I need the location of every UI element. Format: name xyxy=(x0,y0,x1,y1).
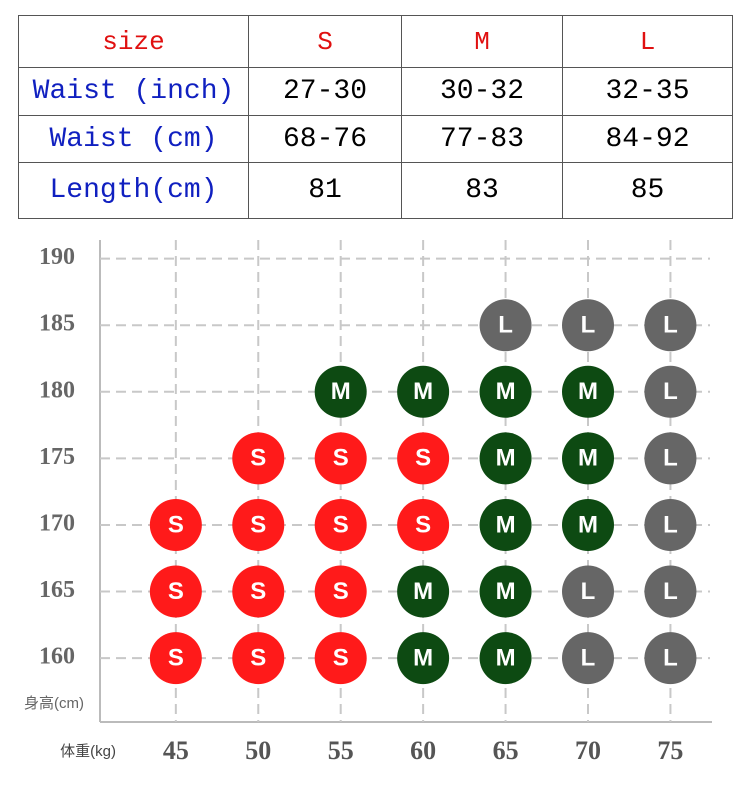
x-tick-label: 55 xyxy=(328,736,354,765)
point-label: L xyxy=(663,578,678,605)
y-tick-label: 170 xyxy=(39,510,75,536)
cell: 84-92 xyxy=(562,115,733,163)
point-label: L xyxy=(663,644,678,671)
point-label: S xyxy=(415,445,431,472)
point xyxy=(314,632,367,685)
header-cell: size xyxy=(18,15,249,68)
point xyxy=(644,565,697,618)
x-tick-label: 70 xyxy=(575,736,601,765)
y-axis-label: 身高(cm) xyxy=(24,695,84,712)
point xyxy=(397,565,450,618)
point-label: S xyxy=(333,511,349,538)
point-label: M xyxy=(578,511,598,538)
row-label: Waist (cm) xyxy=(18,115,249,163)
point xyxy=(644,632,697,685)
x-axis-label: 体重(kg) xyxy=(60,743,116,760)
point xyxy=(149,632,202,685)
point-label: L xyxy=(663,312,678,339)
point xyxy=(479,565,532,618)
y-tick-label: 180 xyxy=(39,377,75,403)
point xyxy=(644,299,697,352)
point-label: L xyxy=(498,312,513,339)
header-cell: S xyxy=(248,15,402,68)
point-label: S xyxy=(250,511,266,538)
cell: 81 xyxy=(248,162,402,219)
point-label: M xyxy=(496,445,516,472)
y-tick-label: 160 xyxy=(39,644,75,670)
point xyxy=(232,632,285,685)
point-label: M xyxy=(496,578,516,605)
point xyxy=(562,365,614,418)
point xyxy=(314,498,367,551)
cell: 83 xyxy=(401,162,563,219)
point xyxy=(314,565,367,618)
point xyxy=(479,632,532,685)
point xyxy=(149,498,202,551)
x-tick-label: 60 xyxy=(410,736,436,765)
size-table: size S M L Waist (inch) 27-30 30-32 32-3… xyxy=(18,15,733,219)
point xyxy=(397,498,450,551)
x-tick-label: 45 xyxy=(163,736,189,765)
point-label: M xyxy=(578,445,598,472)
point-label: M xyxy=(496,644,516,671)
point-label: M xyxy=(413,644,433,671)
point-label: L xyxy=(663,445,678,472)
point xyxy=(562,432,614,485)
y-tick-label: 185 xyxy=(39,311,75,337)
point xyxy=(644,498,697,551)
point xyxy=(397,632,450,685)
point xyxy=(397,432,450,485)
point-label: M xyxy=(496,378,516,405)
point xyxy=(232,565,285,618)
point xyxy=(149,565,202,618)
point xyxy=(644,365,697,418)
point-label: M xyxy=(331,378,351,405)
point xyxy=(479,432,532,485)
point xyxy=(232,432,285,485)
point-label: S xyxy=(415,511,431,538)
cell: 85 xyxy=(562,162,733,219)
point xyxy=(314,432,367,485)
cell: 68-76 xyxy=(248,115,402,163)
point-label: L xyxy=(581,578,596,605)
point-label: S xyxy=(168,511,184,538)
row-label: Length(cm) xyxy=(18,162,249,219)
point xyxy=(644,432,697,485)
point-label: L xyxy=(581,312,596,339)
point xyxy=(479,365,532,418)
point xyxy=(562,299,614,352)
point-label: S xyxy=(250,445,266,472)
point xyxy=(479,299,532,352)
y-tick-label: 190 xyxy=(39,244,75,270)
point-label: S xyxy=(333,445,349,472)
point-label: M xyxy=(496,511,516,538)
point-label: L xyxy=(581,644,596,671)
y-tick-label: 165 xyxy=(39,577,75,603)
point xyxy=(562,498,614,551)
point-label: S xyxy=(250,578,266,605)
point-label: S xyxy=(250,644,266,671)
x-tick-label: 65 xyxy=(493,736,519,765)
point-label: S xyxy=(168,644,184,671)
cell: 32-35 xyxy=(562,67,733,116)
point-label: S xyxy=(333,644,349,671)
point-label: S xyxy=(168,578,184,605)
point-label: M xyxy=(413,378,433,405)
point-label: L xyxy=(663,511,678,538)
point xyxy=(232,498,285,551)
point xyxy=(562,632,614,685)
point-label: S xyxy=(333,578,349,605)
point xyxy=(562,565,614,618)
point-label: M xyxy=(578,378,598,405)
point xyxy=(479,498,532,551)
y-tick-label: 175 xyxy=(39,444,75,470)
point xyxy=(397,365,450,418)
point-label: L xyxy=(663,378,678,405)
point-label: M xyxy=(413,578,433,605)
x-tick-label: 75 xyxy=(657,736,683,765)
x-tick-label: 50 xyxy=(245,736,271,765)
point xyxy=(314,365,367,418)
